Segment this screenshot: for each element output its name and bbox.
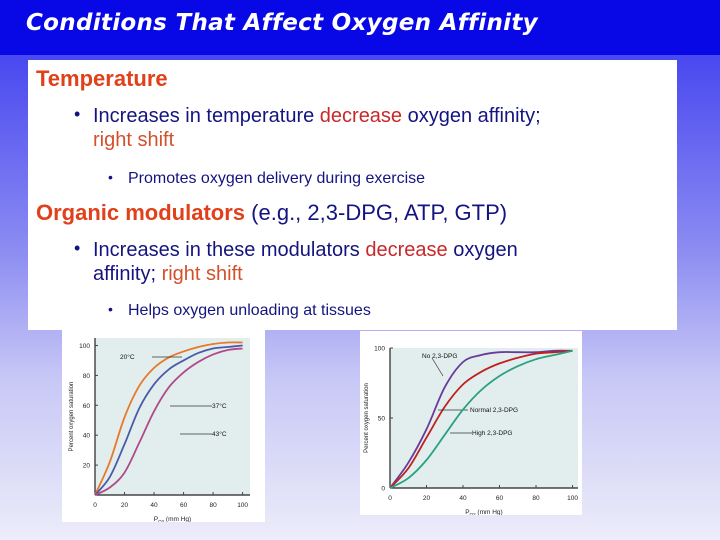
heading-organic-modulators: Organic modulators (e.g., 2,3-DPG, ATP, … bbox=[36, 200, 508, 225]
y-axis-label: Percent oxygen saturation bbox=[69, 382, 75, 452]
sub-bullet-temperature: Promotes oxygen delivery during exercise bbox=[128, 170, 426, 187]
y-tick-label: 100 bbox=[374, 346, 385, 353]
x-tick-label: 0 bbox=[93, 502, 97, 509]
emphasis-decrease: decrease bbox=[365, 239, 448, 261]
emphasis-right-shift: right shift bbox=[161, 263, 243, 285]
plot-area bbox=[95, 338, 250, 495]
y-tick-label: 50 bbox=[378, 416, 386, 423]
chart-temperature: 0 20 40 60 80 100 20 40 60 80 100 Percent oxygen sa… bbox=[62, 330, 265, 524]
y-tick-label: 40 bbox=[83, 433, 91, 440]
sub-bullet-modulators: Helps oxygen unloading at tissues bbox=[128, 302, 371, 319]
x-tick-label: 80 bbox=[532, 495, 540, 502]
curve-normal-2-3-dpg bbox=[389, 349, 573, 489]
curve-annotation: 20°C bbox=[120, 353, 135, 361]
bullet-dot: • bbox=[74, 104, 81, 124]
dpg-curve-plot: 0 20 40 60 80 100 0 50 100 Percent oxygen saturat… bbox=[364, 346, 578, 518]
x-tick-label: 60 bbox=[496, 495, 504, 502]
sub-bullet-dot: • bbox=[108, 169, 113, 185]
curve-no-2-3-dpg bbox=[389, 349, 573, 489]
bullet-temperature: Increases in temperature decrease oxygen… bbox=[93, 105, 541, 151]
x-tick-label: 0 bbox=[388, 495, 392, 502]
curve-annotation: High 2,3-DPG bbox=[472, 430, 512, 437]
curve-20-c bbox=[94, 341, 243, 496]
x-tick-label: 100 bbox=[237, 502, 248, 509]
emphasis-decrease: decrease bbox=[319, 105, 403, 127]
bullet-modulators: Increases in these modulators decrease o… bbox=[93, 239, 518, 285]
y-tick-label: 60 bbox=[83, 403, 91, 410]
curve-high-2-3-dpg bbox=[389, 349, 573, 489]
curve-37-c bbox=[94, 344, 243, 496]
curve-annotation: 43°C bbox=[212, 430, 227, 438]
emphasis-right-shift: right shift bbox=[93, 129, 175, 151]
x-tick-label: 40 bbox=[459, 495, 467, 502]
x-axis-label: PO2 (mm Hg) bbox=[465, 509, 502, 515]
x-tick-label: 20 bbox=[121, 502, 129, 509]
y-tick-label: 80 bbox=[83, 373, 91, 380]
y-tick-label: 100 bbox=[79, 343, 90, 350]
temperature-curve-plot: 0 20 40 60 80 100 20 40 60 80 100 Percent oxygen sa… bbox=[69, 338, 250, 524]
title-bar: Conditions That Affect Oxygen Affinity bbox=[0, 0, 720, 55]
content-panel: Temperature • Increases in temperature d… bbox=[28, 60, 677, 330]
x-tick-label: 20 bbox=[423, 495, 431, 502]
curve-annotation: 37°C bbox=[212, 402, 227, 410]
x-tick-label: 40 bbox=[150, 502, 158, 509]
sub-bullet-dot: • bbox=[108, 301, 113, 317]
y-tick-label: 20 bbox=[83, 463, 91, 470]
x-tick-label: 100 bbox=[567, 495, 578, 502]
x-tick-label: 60 bbox=[180, 502, 188, 509]
bullet-dot: • bbox=[74, 238, 81, 258]
x-axis-label: PO2 (mm Hg) bbox=[154, 516, 191, 522]
heading-temperature: Temperature bbox=[36, 66, 168, 91]
curve-43-c bbox=[94, 347, 243, 496]
slide-title: Conditions That Affect Oxygen Affinity bbox=[26, 10, 538, 36]
curve-annotation: Normal 2,3-DPG bbox=[470, 407, 518, 414]
y-tick-label: 0 bbox=[381, 486, 385, 493]
chart-dpg: 0 20 40 60 80 100 0 50 100 Percent oxygen saturat… bbox=[360, 331, 582, 518]
x-tick-label: 80 bbox=[209, 502, 217, 509]
y-axis-label: Percent oxygen saturation bbox=[364, 383, 370, 453]
plot-area bbox=[390, 348, 578, 488]
curve-annotation: No 2,3-DPG bbox=[422, 353, 457, 360]
